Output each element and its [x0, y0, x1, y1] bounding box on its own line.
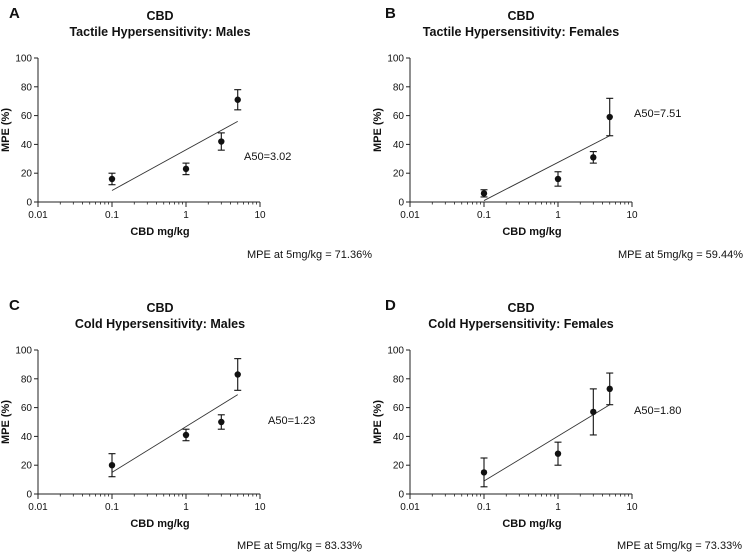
data-point: [234, 371, 241, 378]
x-tick-label: 1: [555, 210, 561, 221]
y-tick-label: 40: [21, 432, 33, 443]
y-tick-label: 80: [393, 374, 405, 385]
mpe-footnote: MPE at 5mg/kg = 71.36%: [247, 249, 372, 261]
a50-annotation: A50=7.51: [634, 108, 681, 120]
y-tick-label: 100: [387, 54, 404, 65]
chart-subtitle: Tactile Hypersensitivity: Females: [423, 25, 619, 39]
data-point: [606, 113, 613, 121]
fit-line: [483, 135, 610, 201]
y-tick-label: 60: [21, 403, 33, 414]
data-point: [480, 190, 488, 197]
x-tick-label: 0.1: [105, 502, 119, 513]
panel-label: D: [385, 297, 396, 314]
chart-subtitle: Cold Hypersensitivity: Females: [428, 317, 614, 331]
chart-subtitle: Cold Hypersensitivity: Males: [75, 317, 245, 331]
x-tick-label: 1: [555, 502, 561, 513]
data-point: [182, 165, 190, 173]
chart-title: CBD: [507, 9, 534, 23]
x-axis-label: CBD mg/kg: [502, 226, 561, 238]
y-tick-label: 0: [398, 490, 404, 501]
x-tick-label: 0.1: [477, 210, 491, 221]
mpe-footnote: MPE at 5mg/kg = 73.33%: [617, 540, 742, 552]
y-tick-label: 40: [393, 140, 405, 151]
data-point: [590, 408, 597, 416]
x-tick-label: 10: [254, 502, 266, 513]
data-point: [218, 418, 225, 426]
y-axis-label: MPE (%): [372, 400, 384, 444]
data-point: [182, 431, 190, 439]
y-tick-label: 100: [15, 54, 32, 65]
panel-b: B CBD Tactile Hypersensitivity: Females 0 20…: [372, 5, 743, 261]
panel-c: C CBD Cold Hypersensitivity: Males 0 20 40 60 8…: [0, 297, 362, 552]
a50-annotation: A50=1.80: [634, 405, 681, 417]
x-tick-label: 1: [183, 502, 189, 513]
y-tick-label: 20: [21, 169, 33, 180]
x-tick-label: 0.1: [477, 502, 491, 513]
x-axis-label: CBD mg/kg: [130, 518, 189, 530]
y-tick-label: 60: [393, 403, 405, 414]
mpe-footnote: MPE at 5mg/kg = 83.33%: [237, 540, 362, 552]
y-axis-label: MPE (%): [372, 108, 384, 152]
y-tick-label: 80: [393, 82, 405, 93]
y-tick-label: 0: [26, 198, 32, 209]
x-tick-label: 10: [254, 210, 266, 221]
x-tick-label: 10: [626, 502, 638, 513]
x-tick-label: 0.1: [105, 210, 119, 221]
data-point: [554, 450, 562, 457]
y-tick-label: 40: [21, 140, 33, 151]
y-tick-label: 0: [26, 490, 32, 501]
x-tick-label: 0.01: [400, 502, 420, 513]
x-tick-label: 0.01: [28, 502, 48, 513]
panel-d: D CBD Cold Hypersensitivity: Females 0 20 40 6…: [372, 297, 742, 552]
panel-label: B: [385, 5, 396, 22]
a50-annotation: A50=3.02: [244, 151, 291, 163]
chart-title: CBD: [146, 9, 173, 23]
data-point: [218, 138, 225, 145]
y-tick-label: 40: [393, 432, 405, 443]
data-point: [554, 175, 562, 183]
y-tick-label: 100: [15, 346, 32, 357]
fit-line: [483, 404, 610, 482]
panel-a: A CBD Tactile Hypersensitivity: Males 0 20 40…: [0, 5, 372, 261]
x-axis-label: CBD mg/kg: [130, 226, 189, 238]
chart-title: CBD: [146, 301, 173, 315]
fit-line: [111, 394, 238, 473]
y-tick-label: 60: [393, 111, 405, 122]
chart-title: CBD: [507, 301, 534, 315]
panel-label: C: [9, 297, 20, 314]
y-tick-label: 60: [21, 111, 33, 122]
y-tick-label: 0: [398, 198, 404, 209]
data-point: [108, 462, 116, 469]
y-axis-label: MPE (%): [0, 108, 12, 152]
data-point: [606, 385, 613, 393]
y-tick-label: 80: [21, 82, 33, 93]
y-tick-label: 20: [393, 169, 405, 180]
x-tick-label: 1: [183, 210, 189, 221]
y-tick-label: 20: [21, 461, 33, 472]
x-tick-label: 0.01: [28, 210, 48, 221]
x-tick-label: 0.01: [400, 210, 420, 221]
panel-label: A: [9, 5, 20, 22]
y-axis-label: MPE (%): [0, 400, 12, 444]
mpe-footnote: MPE at 5mg/kg = 59.44%: [618, 249, 743, 261]
data-point: [234, 96, 241, 103]
fit-line: [111, 120, 238, 191]
y-tick-label: 100: [387, 346, 404, 357]
x-axis-label: CBD mg/kg: [502, 518, 561, 530]
data-point: [480, 469, 488, 476]
chart-subtitle: Tactile Hypersensitivity: Males: [69, 25, 250, 39]
y-tick-label: 80: [21, 374, 33, 385]
a50-annotation: A50=1.23: [268, 415, 315, 427]
y-tick-label: 20: [393, 461, 405, 472]
data-point: [590, 154, 597, 161]
x-tick-label: 10: [626, 210, 638, 221]
data-point: [108, 175, 116, 183]
